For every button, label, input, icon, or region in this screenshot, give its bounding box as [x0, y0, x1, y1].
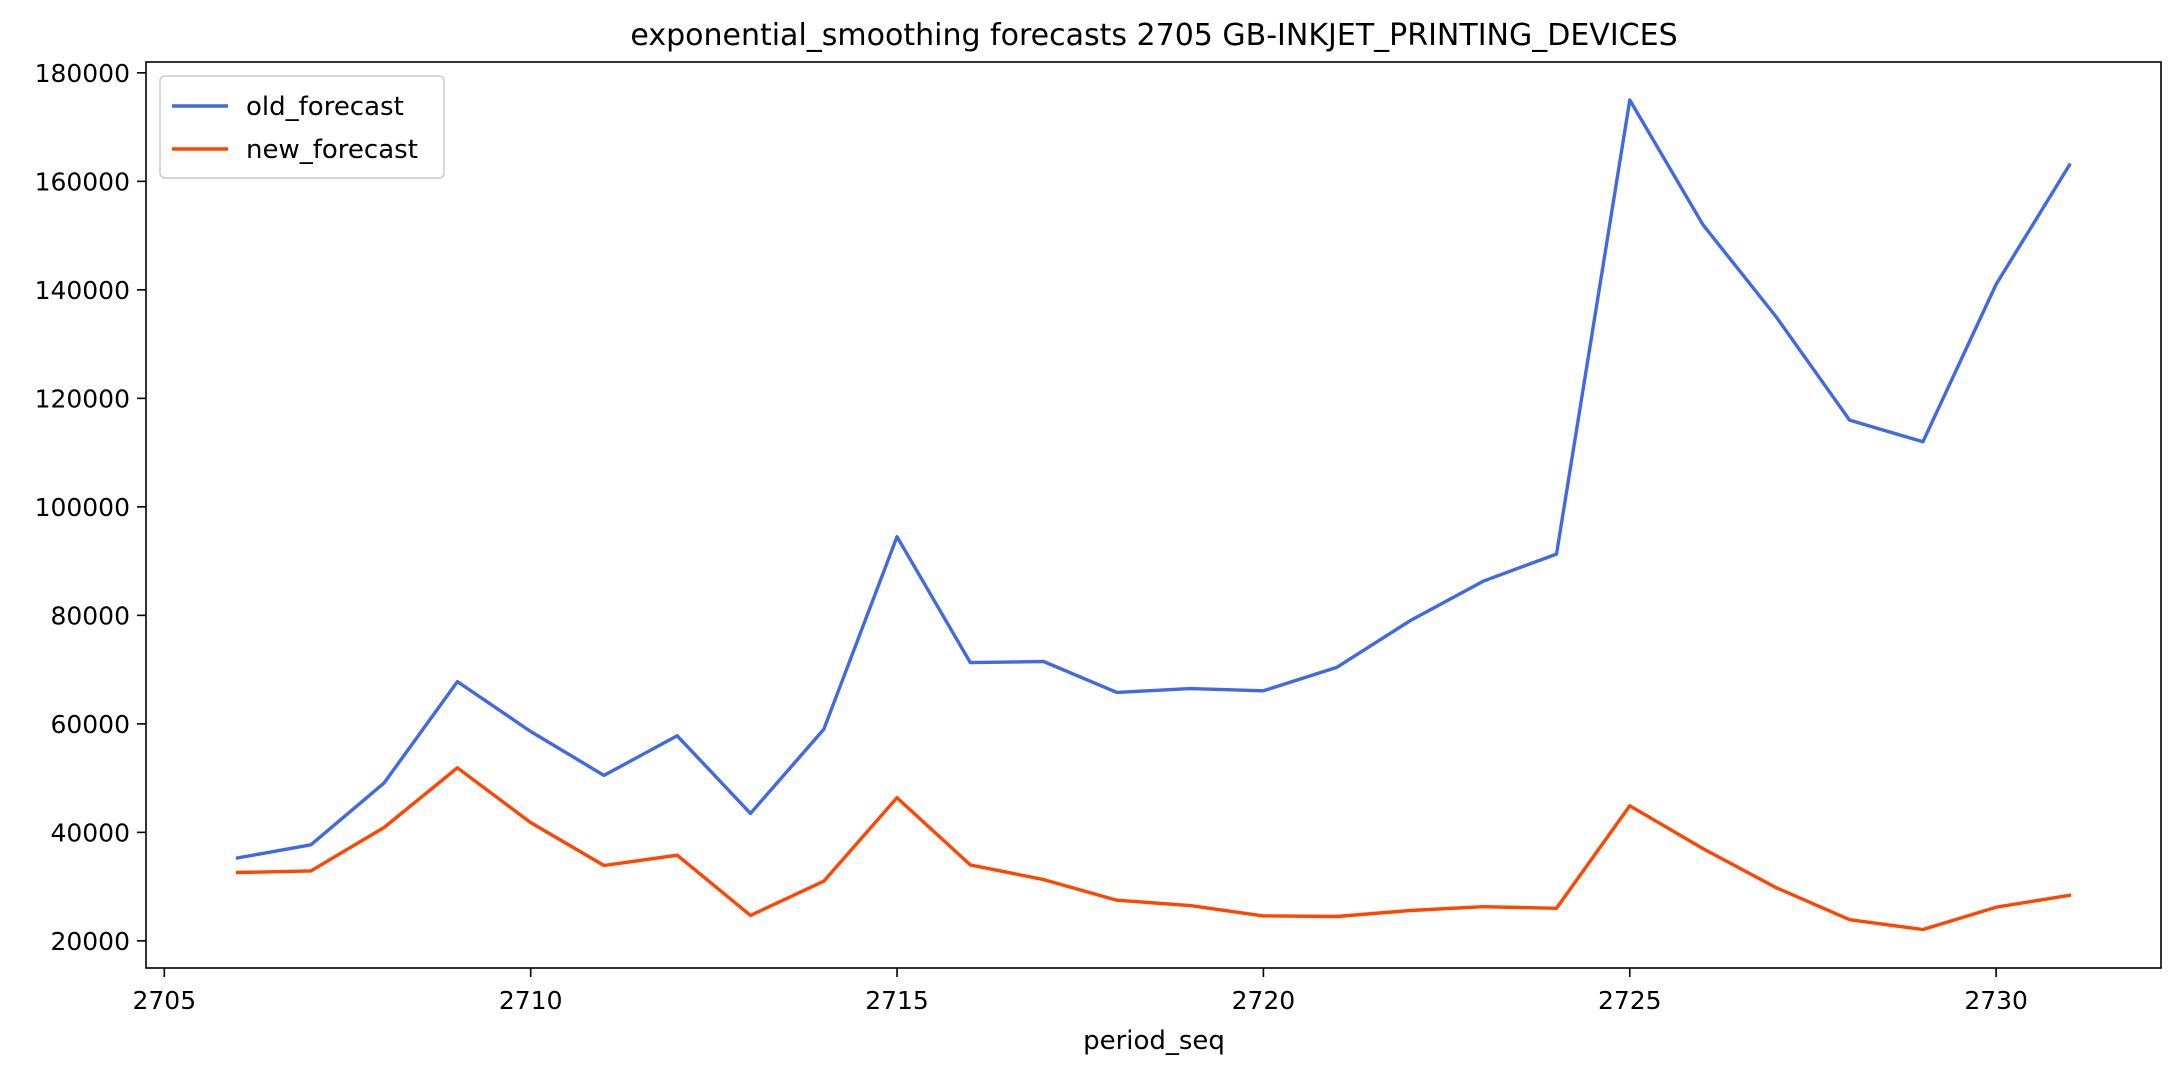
legend-box	[159, 75, 445, 179]
legend-label: new_forecast	[246, 135, 418, 165]
y-tick-label: 160000	[35, 167, 130, 196]
y-tick-label: 140000	[35, 276, 130, 305]
old-forecast-line	[235, 98, 2072, 860]
y-tick-label: 20000	[50, 927, 130, 956]
y-tick-label: 180000	[35, 59, 130, 88]
y-tick-label: 120000	[35, 384, 130, 413]
x-tick-label: 2725	[1598, 986, 1662, 1015]
x-tick-label: 2710	[499, 986, 563, 1015]
legend: old_forecast new_forecast	[159, 75, 445, 179]
plot-frame	[145, 61, 2162, 969]
y-tick-label: 80000	[50, 601, 130, 630]
x-tick-label: 2705	[133, 986, 197, 1015]
x-axis-label: period_seq	[1083, 1026, 1225, 1056]
y-tick-label: 40000	[50, 818, 130, 847]
chart-title: exponential_smoothing forecasts 2705 GB-…	[630, 18, 1677, 53]
y-tick-label: 100000	[35, 493, 130, 522]
y-tick-label: 60000	[50, 710, 130, 739]
legend-label: old_forecast	[246, 92, 404, 122]
series-lines	[235, 98, 2072, 932]
x-tick-label: 2720	[1232, 986, 1296, 1015]
x-tick-label: 2730	[1964, 986, 2028, 1015]
new-forecast-line	[235, 766, 2072, 932]
x-tick-label: 2715	[865, 986, 929, 1015]
axis-ticks: 2705 2710 2715 2720 2725 2730 20000 40000 60000 8…	[35, 59, 2028, 1015]
